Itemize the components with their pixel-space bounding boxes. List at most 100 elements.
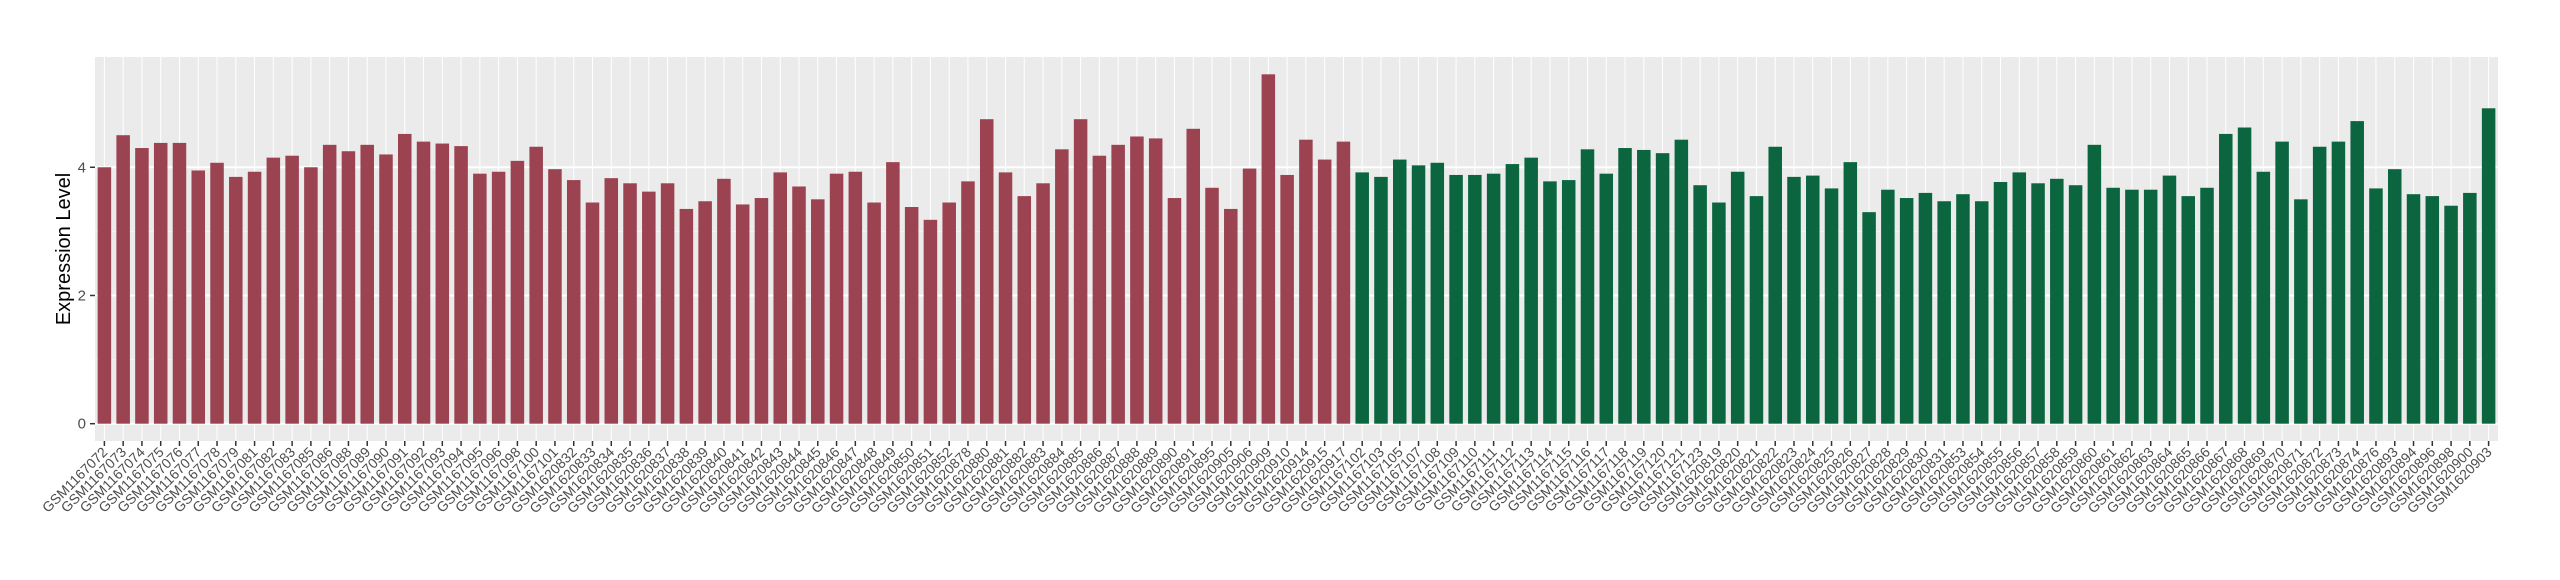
bar [1618,148,1632,424]
bar [1073,119,1088,424]
bar [698,201,712,424]
bar [2387,169,2402,424]
bar [285,155,299,424]
bar [829,173,844,424]
bar [2275,141,2289,424]
bar [1749,196,1764,424]
bar [454,146,468,424]
bar [2087,144,2102,424]
bar [2350,121,2364,424]
bar [191,170,206,424]
bar [848,171,863,424]
bar [904,207,919,424]
bar [1186,128,1201,424]
bar [2369,188,2383,424]
bar [1561,180,1576,424]
bar [566,180,581,424]
bar [961,181,975,424]
bar [172,142,187,424]
bar [1130,136,1144,424]
bar [1505,164,1520,424]
bar [1224,208,1238,424]
bar [1392,159,1407,424]
bar [2162,175,2177,424]
bar [247,171,262,424]
bar [923,219,938,424]
bar [1730,171,1745,424]
bar [1280,174,1294,424]
bar [2294,199,2308,424]
bar [1806,175,1820,424]
bar [942,202,956,424]
y-tick-label: 4 [78,159,86,176]
bar [1674,139,1689,424]
y-tick-label: 2 [78,287,86,304]
bar [2331,141,2346,424]
y-axis-title: Expression Level [53,173,75,325]
bar [229,176,243,424]
bars [97,74,2496,424]
bar [1862,212,1876,424]
bar [1524,157,1538,424]
bar [2200,187,2214,424]
bar [2012,172,2027,424]
bar [811,199,825,424]
bar [116,135,130,424]
bar [2050,178,2064,424]
bar [1355,172,1369,424]
bar [604,178,619,424]
bar [2181,196,2195,424]
bar [979,119,994,424]
bar [2481,108,2496,424]
bar [1655,153,1670,424]
bar [1148,138,1163,424]
bar [773,172,787,424]
bar [548,169,562,424]
bar [1167,198,1182,424]
bar [1843,162,1858,424]
bar [210,162,224,424]
bar [1599,173,1614,424]
bar [341,151,356,424]
bar [435,143,450,424]
bar [153,142,168,424]
bar [1824,188,1839,424]
bar [135,148,149,424]
bar [867,202,881,424]
bar [1993,182,2008,424]
bar [1543,181,1557,424]
bar [1261,74,1276,424]
bar [1017,196,1032,424]
bar [1918,192,1933,424]
bar [2406,194,2421,424]
bar [2312,146,2327,424]
bar [2143,189,2158,424]
bar [660,183,675,424]
bar [754,198,769,424]
bar [266,157,281,424]
bar [998,172,1013,424]
bar [585,202,600,424]
bar [1693,185,1707,424]
bar [2068,185,2083,424]
bar [1881,189,1895,424]
bar [1205,187,1219,424]
bar [304,167,318,424]
bar [510,160,525,424]
bar [2106,187,2120,424]
bar [1486,173,1501,424]
bar [473,173,487,424]
bar [1956,194,1970,424]
bar [2031,183,2045,424]
bar [642,191,656,424]
labels: 024GSM1167072GSM1167073GSM1167074GSM1167… [39,159,2495,516]
bar [416,141,431,424]
bar [2463,192,2477,424]
bar [322,144,337,424]
bar [1974,201,1989,424]
bar [623,183,637,424]
bar [1580,149,1595,424]
bar [360,144,374,424]
bar [1430,162,1445,424]
